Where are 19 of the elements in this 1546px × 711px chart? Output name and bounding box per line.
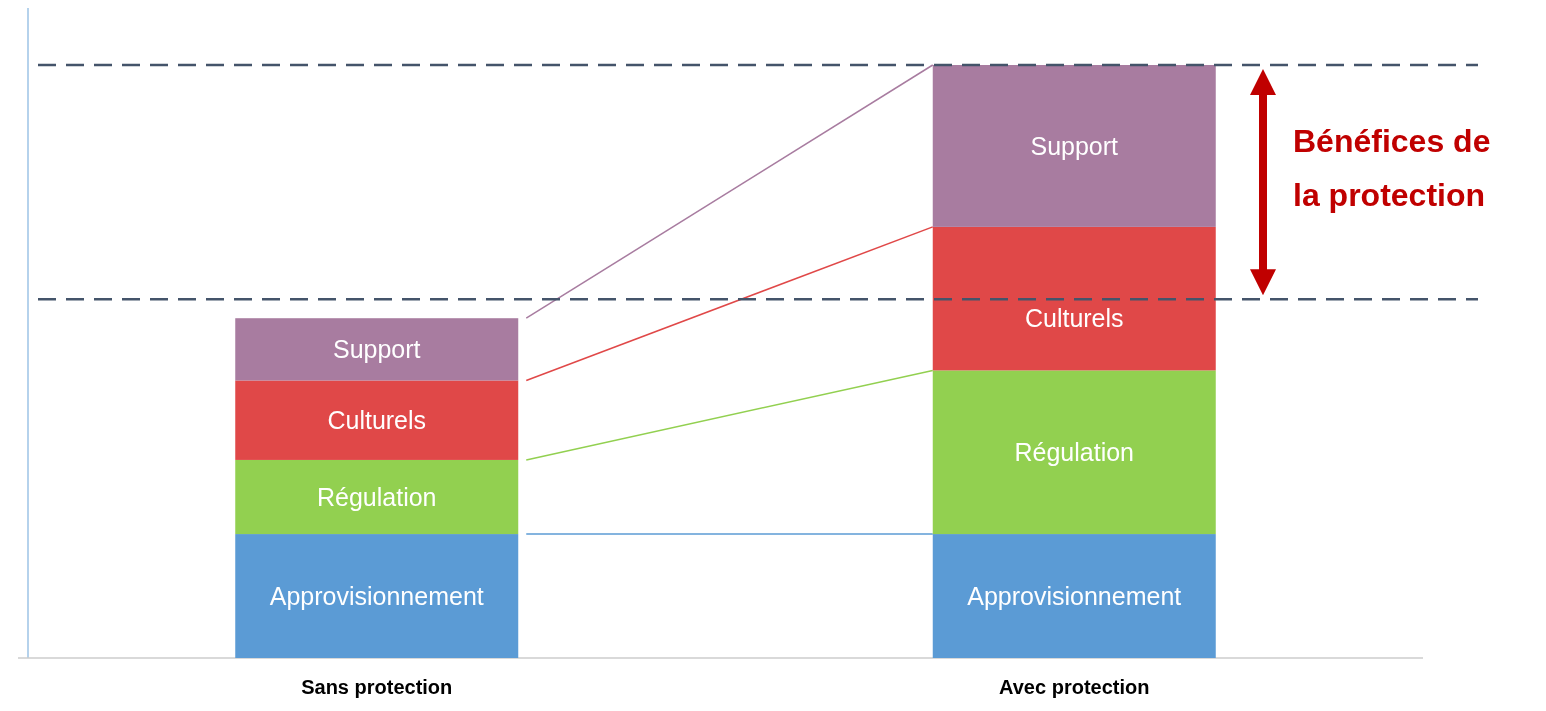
series-label: Approvisionnement (269, 581, 484, 610)
bar (235, 318, 519, 381)
text: Support (1030, 131, 1119, 160)
text: Culturels (1024, 304, 1124, 333)
series-label: Culturels (327, 405, 427, 434)
series-label: Support (332, 335, 421, 364)
series-label: Régulation (316, 482, 437, 511)
bar (235, 459, 519, 535)
annotation: Bénéfices de la protection (1293, 123, 1491, 214)
x-tick-label: Sans protection (301, 676, 453, 698)
bar (932, 370, 1216, 535)
bar (235, 534, 519, 658)
bar (932, 226, 1216, 371)
x-tick-label: Avec protection (999, 676, 1150, 698)
bar (235, 380, 519, 460)
text: Approvisionnement (967, 581, 1182, 610)
bar (932, 534, 1216, 658)
text: Régulation (1014, 437, 1135, 466)
bar (932, 65, 1216, 227)
